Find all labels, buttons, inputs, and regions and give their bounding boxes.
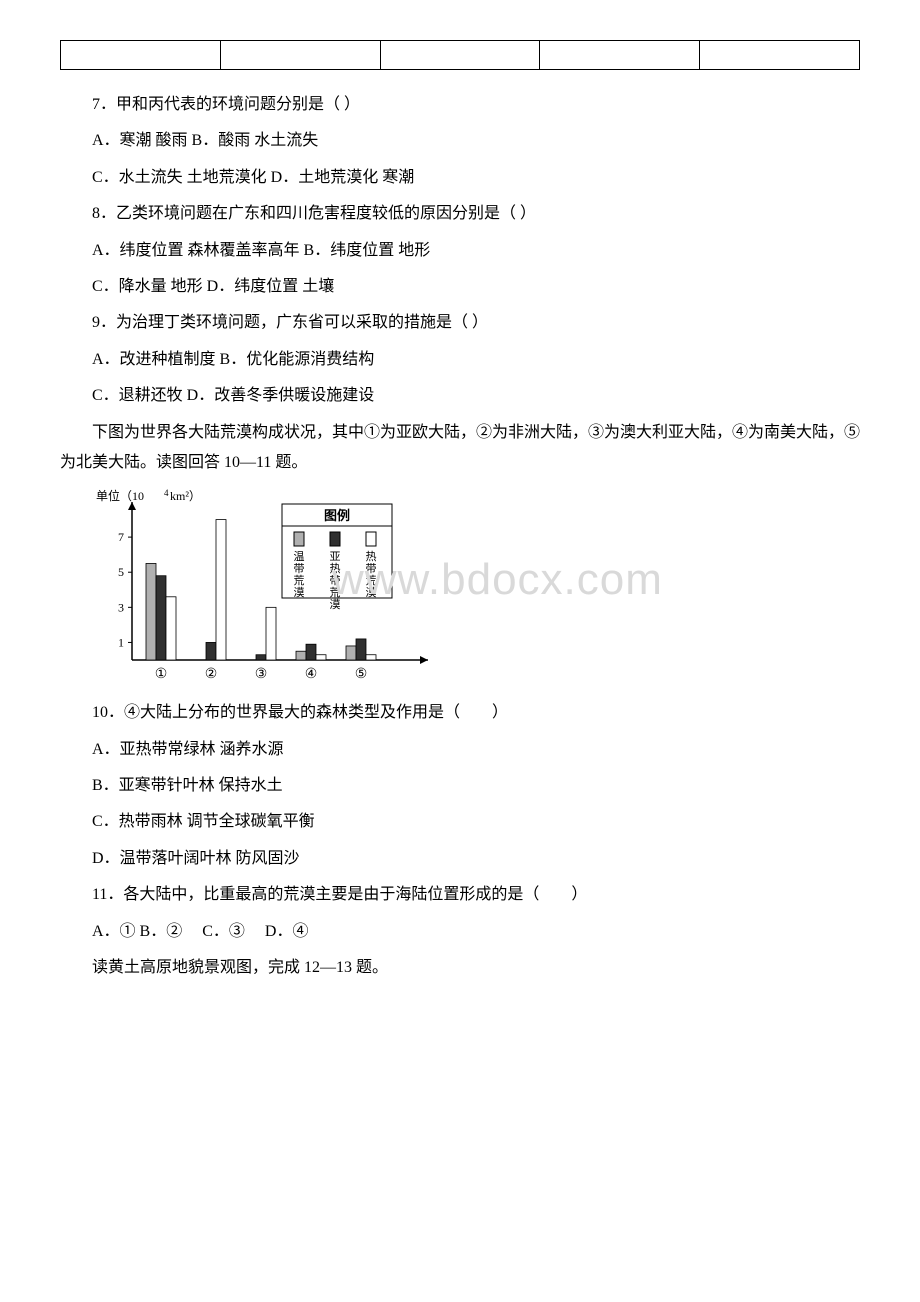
svg-text:亚: 亚 bbox=[330, 551, 341, 563]
table-cell bbox=[380, 41, 540, 70]
svg-text:1: 1 bbox=[118, 636, 124, 650]
q7-option-line1: A．寒潮 酸雨 B．酸雨 水土流失 bbox=[60, 126, 860, 156]
svg-text:4: 4 bbox=[164, 488, 169, 498]
svg-text:图例: 图例 bbox=[324, 508, 350, 523]
q9-option-line2: C．退耕还牧 D．改善冬季供暖设施建设 bbox=[60, 381, 860, 411]
svg-text:漠: 漠 bbox=[330, 598, 341, 611]
q10-option-a: A．亚热带常绿林 涵养水源 bbox=[60, 735, 860, 765]
q10-option-d: D．温带落叶阔叶林 防风固沙 bbox=[60, 844, 860, 874]
svg-text:带: 带 bbox=[330, 574, 341, 587]
q8-option-line1: A．纬度位置 森林覆盖率高年 B．纬度位置 地形 bbox=[60, 236, 860, 266]
svg-text:⑤: ⑤ bbox=[355, 667, 368, 682]
svg-text:温: 温 bbox=[294, 550, 305, 563]
table-cell bbox=[61, 41, 221, 70]
svg-text:漠: 漠 bbox=[294, 586, 305, 599]
intro-12-13: 读黄土高原地貌景观图，完成 12—13 题。 bbox=[60, 953, 860, 983]
q10-option-c: C．热带雨林 调节全球碳氧平衡 bbox=[60, 807, 860, 837]
q9-option-line1: A．改进种植制度 B．优化能源消费结构 bbox=[60, 345, 860, 375]
svg-text:荒: 荒 bbox=[294, 574, 305, 587]
q10-stem: 10．④大陆上分布的世界最大的森林类型及作用是（ ） bbox=[60, 698, 860, 728]
svg-text:热: 热 bbox=[366, 550, 377, 563]
q7-option-line2: C．水土流失 土地荒漠化 D．土地荒漠化 寒潮 bbox=[60, 163, 860, 193]
q9-stem: 9．为治理丁类环境问题，广东省可以采取的措施是（ ） bbox=[60, 308, 860, 338]
table-cell bbox=[540, 41, 700, 70]
svg-text:7: 7 bbox=[118, 530, 124, 544]
q10-option-b: B．亚寒带针叶林 保持水土 bbox=[60, 771, 860, 801]
svg-text:荒: 荒 bbox=[366, 574, 377, 587]
svg-text:漠: 漠 bbox=[366, 586, 377, 599]
svg-text:带: 带 bbox=[294, 562, 305, 575]
q11-stem: 11．各大陆中，比重最高的荒漠主要是由于海陆位置形成的是（ ） bbox=[60, 880, 860, 910]
table-cell bbox=[700, 41, 860, 70]
q8-option-line2: C．降水量 地形 D．纬度位置 土壤 bbox=[60, 272, 860, 302]
svg-text:带: 带 bbox=[366, 562, 377, 575]
desert-chart: www.bdocx.com 单位（104km²）1357①②③④⑤图例温带荒漠亚… bbox=[92, 488, 860, 688]
svg-text:热: 热 bbox=[330, 562, 341, 575]
empty-table bbox=[60, 40, 860, 70]
svg-text:②: ② bbox=[205, 667, 218, 682]
svg-text:荒: 荒 bbox=[330, 586, 341, 599]
table-cell bbox=[220, 41, 380, 70]
desert-chart-svg: 单位（104km²）1357①②③④⑤图例温带荒漠亚热带荒漠热带荒漠 bbox=[92, 488, 432, 688]
svg-text:3: 3 bbox=[118, 601, 124, 615]
svg-text:km²）: km²） bbox=[170, 489, 201, 503]
svg-text:④: ④ bbox=[305, 667, 318, 682]
svg-text:③: ③ bbox=[255, 667, 268, 682]
intro-10-11: 下图为世界各大陆荒漠构成状况，其中①为亚欧大陆，②为非洲大陆，③为澳大利亚大陆，… bbox=[60, 418, 860, 479]
svg-text:①: ① bbox=[155, 667, 168, 682]
svg-text:单位（10: 单位（10 bbox=[96, 488, 144, 503]
q11-options: A．① B．② C．③ D．④ bbox=[60, 917, 860, 947]
q8-stem: 8．乙类环境问题在广东和四川危害程度较低的原因分别是（ ） bbox=[60, 199, 860, 229]
q7-stem: 7．甲和丙代表的环境问题分别是（ ） bbox=[60, 90, 860, 120]
svg-text:5: 5 bbox=[118, 566, 124, 580]
